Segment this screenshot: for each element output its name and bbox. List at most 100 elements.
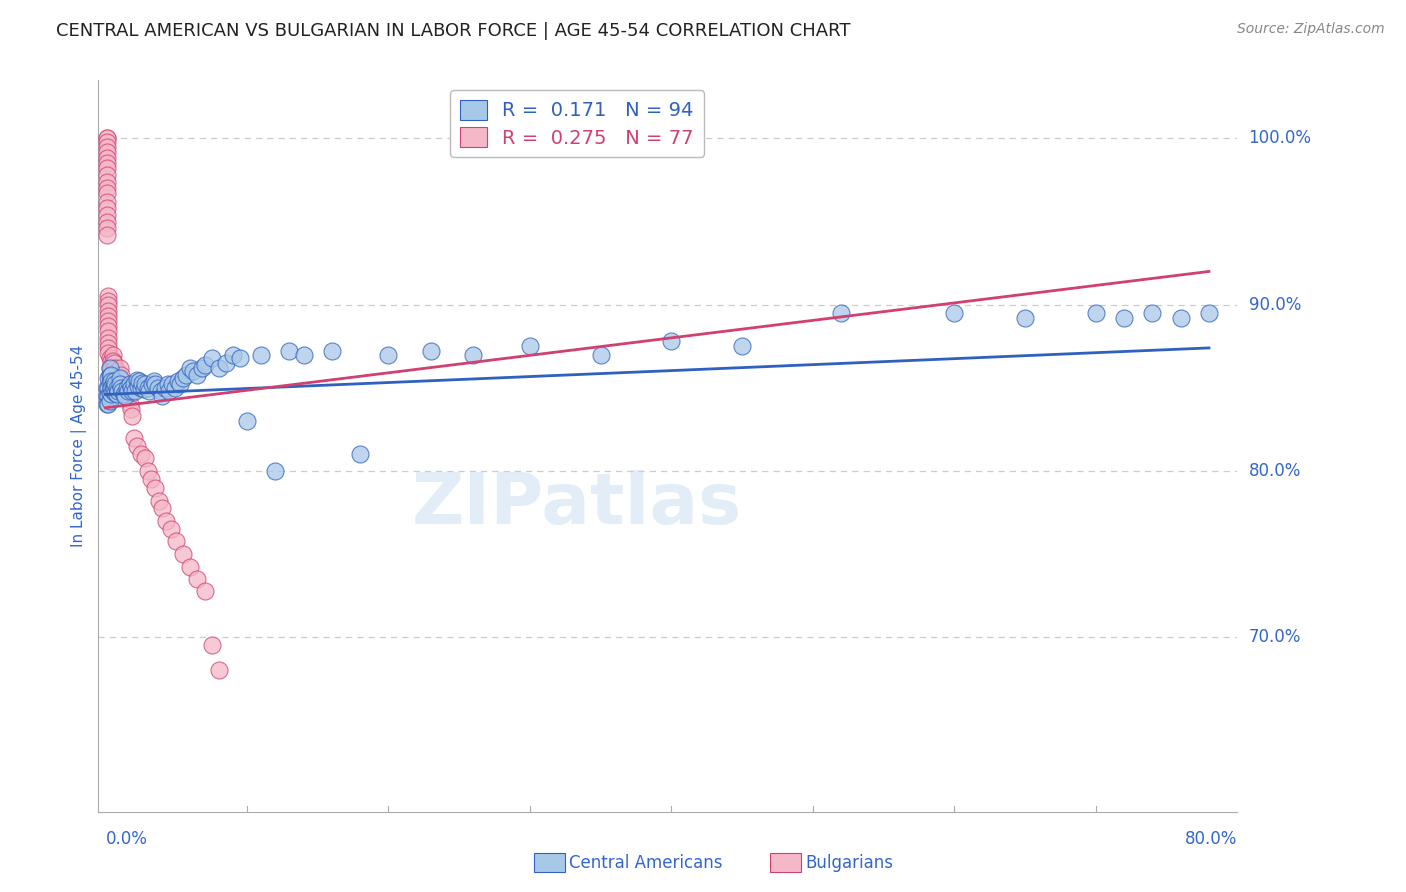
Point	[97, 324, 120, 338]
Point	[127, 379, 149, 393]
Point	[98, 351, 121, 365]
Point	[519, 339, 541, 353]
Point	[1170, 310, 1192, 325]
Point	[190, 360, 212, 375]
Point	[1084, 306, 1107, 320]
Point	[134, 377, 156, 392]
Point	[101, 377, 124, 392]
Point	[97, 314, 120, 328]
Point	[96, 214, 118, 228]
Point	[1198, 306, 1220, 320]
Point	[100, 368, 122, 382]
Point	[96, 161, 118, 176]
Point	[129, 447, 152, 461]
Point	[96, 131, 118, 145]
Point	[419, 344, 441, 359]
Point	[292, 347, 315, 362]
Point	[97, 319, 120, 334]
Point	[111, 377, 134, 392]
Point	[97, 331, 120, 345]
Point	[120, 381, 142, 395]
Point	[96, 135, 118, 149]
Point	[264, 464, 287, 478]
Point	[165, 533, 187, 548]
Point	[97, 298, 120, 312]
Point	[98, 369, 121, 384]
Point	[179, 360, 201, 375]
Point	[100, 360, 122, 375]
Point	[143, 481, 166, 495]
Point	[125, 439, 148, 453]
Point	[101, 354, 124, 368]
Point	[97, 335, 120, 350]
Point	[128, 374, 150, 388]
Point	[98, 381, 121, 395]
Point	[181, 364, 204, 378]
Point	[101, 384, 124, 398]
Text: ZIPatlas: ZIPatlas	[412, 470, 742, 539]
Point	[125, 372, 148, 386]
Point	[129, 381, 152, 395]
Point	[96, 168, 118, 182]
Point	[111, 384, 134, 398]
Point	[186, 368, 208, 382]
Point	[193, 358, 215, 372]
Point	[98, 360, 121, 375]
Point	[136, 381, 159, 395]
Point	[96, 227, 118, 242]
Point	[100, 354, 122, 368]
Text: 80.0%: 80.0%	[1185, 830, 1237, 848]
Point	[97, 397, 120, 411]
Point	[96, 181, 118, 195]
Point	[118, 397, 141, 411]
Point	[200, 351, 222, 365]
Point	[143, 377, 166, 392]
Point	[148, 493, 170, 508]
Text: 0.0%: 0.0%	[105, 830, 148, 848]
Point	[186, 572, 208, 586]
Point	[100, 381, 122, 395]
Text: CENTRAL AMERICAN VS BULGARIAN IN LABOR FORCE | AGE 45-54 CORRELATION CHART: CENTRAL AMERICAN VS BULGARIAN IN LABOR F…	[56, 22, 851, 40]
Point	[117, 384, 139, 398]
Point	[174, 368, 197, 382]
Point	[101, 364, 124, 378]
Point	[134, 450, 156, 465]
Point	[96, 152, 118, 166]
Point	[121, 384, 143, 398]
Point	[236, 414, 259, 428]
Point	[114, 389, 136, 403]
Point	[208, 360, 231, 375]
Point	[1114, 310, 1136, 325]
Point	[96, 175, 118, 189]
Point	[96, 140, 118, 154]
Point	[98, 360, 121, 375]
Point	[97, 371, 120, 385]
Point	[115, 384, 138, 398]
Text: 70.0%: 70.0%	[1249, 628, 1301, 646]
Point	[943, 306, 966, 320]
Point	[179, 560, 201, 574]
Point	[103, 381, 125, 395]
Point	[96, 381, 118, 395]
Point	[100, 374, 122, 388]
Point	[97, 294, 120, 309]
Point	[104, 360, 127, 375]
Point	[98, 376, 121, 390]
Point	[110, 381, 132, 395]
Point	[97, 389, 120, 403]
Text: Central Americans: Central Americans	[569, 854, 723, 871]
Point	[108, 372, 131, 386]
Point	[96, 194, 118, 209]
Point	[193, 583, 215, 598]
Point	[96, 397, 118, 411]
Point	[98, 385, 121, 400]
Point	[661, 334, 683, 349]
Point	[222, 347, 245, 362]
Text: 90.0%: 90.0%	[1249, 296, 1301, 314]
Point	[98, 394, 121, 409]
Point	[104, 377, 127, 392]
Point	[1142, 306, 1164, 320]
Point	[100, 387, 122, 401]
Point	[321, 344, 343, 359]
Point	[107, 384, 129, 398]
